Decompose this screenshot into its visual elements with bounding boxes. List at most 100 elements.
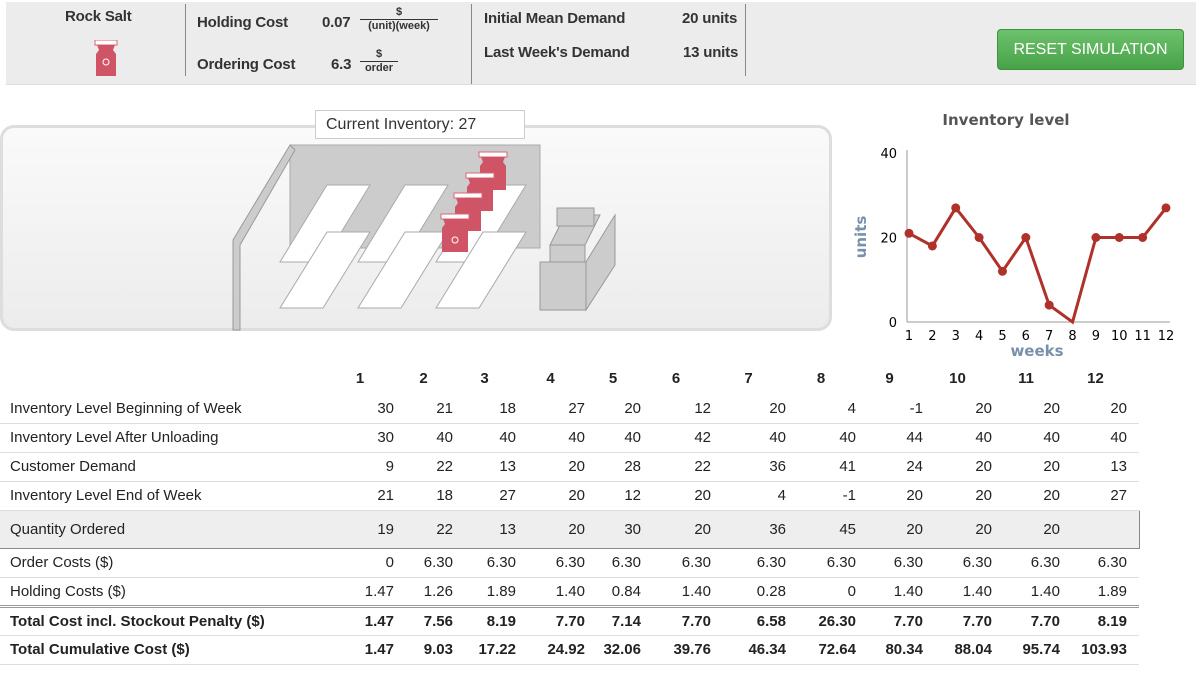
table-cell: 7.70 (645, 604, 715, 636)
table-cell: 1.89 (457, 577, 520, 607)
simulation-table: 1 2 3 4 5 6 7 8 9 10 11 12 Inventory Level Beginning… (0, 362, 1140, 665)
x-tick-label: 5 (998, 329, 1006, 344)
x-tick-label: 8 (1068, 329, 1076, 344)
unit-denominator: (unit)(week) (368, 20, 430, 32)
table-cell: 6.30 (645, 548, 715, 578)
row-label: Total Cumulative Cost ($) (0, 635, 330, 665)
table-cell: 7.56 (398, 604, 457, 636)
last-demand-value: 13 units (683, 44, 739, 61)
table-cell: -1 (790, 481, 860, 511)
reset-simulation-button[interactable]: RESET SIMULATION (997, 29, 1184, 70)
ordering-cost-label: Ordering Cost (197, 56, 296, 73)
table-cell: 30 (330, 394, 398, 424)
y-axis-label: units (852, 216, 870, 259)
x-tick-label: 3 (952, 329, 960, 344)
table-cell: 7.70 (520, 604, 589, 636)
data-point (974, 233, 984, 242)
table-cell: 24 (860, 452, 927, 482)
table-cell: 20 (645, 481, 715, 511)
table-cell: 18 (457, 394, 520, 424)
table-row: Inventory Level Beginning of Week 30 21 18 2… (0, 394, 1139, 424)
table-cell: 20 (996, 509, 1064, 549)
data-point (1161, 203, 1171, 213)
table-cell: 1.26 (398, 577, 457, 607)
row-label: Quantity Ordered (0, 509, 330, 549)
table-cell: 1.47 (330, 635, 398, 665)
table-cell: 22 (398, 452, 457, 482)
holding-cost-unit: $ (unit)(week) (360, 6, 438, 32)
header-blank (0, 362, 330, 394)
last-demand-label: Last Week's Demand (484, 44, 630, 61)
x-tick-label: 4 (975, 329, 983, 344)
table-cell: 40 (715, 423, 790, 453)
data-point (951, 203, 961, 213)
table-cell: 39.76 (645, 635, 715, 665)
table-cell: 22 (645, 452, 715, 482)
table-cell: 0.28 (715, 577, 790, 607)
week-header-row: 1 2 3 4 5 6 7 8 9 10 11 12 (0, 362, 1139, 394)
table-cell: 72.64 (790, 635, 860, 665)
x-tick-label: 2 (928, 329, 936, 344)
unit-denominator: order (364, 62, 394, 74)
table-row: Customer Demand 9 22 13 20 28 22 36 41 24 20 20 13 (0, 452, 1139, 482)
table-cell: 20 (1064, 394, 1139, 424)
table-cell: 1.40 (996, 577, 1064, 607)
holding-cost-label: Holding Cost (197, 14, 288, 31)
row-label: Inventory Level Beginning of Week (0, 394, 330, 424)
table-cell: 40 (589, 423, 645, 453)
series-line (908, 205, 1168, 325)
week-header: 4 (546, 369, 555, 387)
week-header: 8 (816, 369, 826, 387)
table-row: Total Cumulative Cost ($) 1.47 9.03 17.22 24… (0, 635, 1139, 665)
table-cell: 1.89 (1064, 577, 1139, 607)
table-cell: 1.47 (330, 604, 398, 636)
table-cell: 6.58 (715, 604, 790, 636)
row-label: Total Cost incl. Stockout Penalty ($) (0, 604, 330, 636)
table-cell: 1.40 (645, 577, 715, 607)
table-cell: 17.22 (457, 635, 520, 665)
table-cell: 6.30 (715, 548, 790, 578)
x-axis-label: weeks (1010, 342, 1063, 360)
table-cell: 6.30 (860, 548, 927, 578)
data-point (904, 228, 914, 238)
divider (745, 4, 746, 76)
row-label: Inventory Level After Unloading (0, 423, 330, 453)
table-cell: 20 (715, 394, 790, 424)
data-point (1114, 233, 1124, 242)
table-cell: 27 (1064, 481, 1139, 511)
row-label: Holding Costs ($) (0, 577, 330, 607)
table-cell: 12 (645, 394, 715, 424)
week-header: 9 (885, 369, 894, 387)
table-cell: 40 (457, 423, 520, 453)
table-cell (1064, 509, 1140, 549)
table-cell: 8.19 (1064, 604, 1139, 636)
product-name: Rock Salt (65, 8, 132, 25)
divider (471, 4, 472, 84)
week-header: 11 (1018, 369, 1034, 387)
table-row: Quantity Ordered 19 22 13 20 30 20 36 45 20 20 20 (0, 509, 1140, 549)
y-tick-label: 40 (880, 147, 897, 162)
table-cell: 21 (330, 481, 398, 511)
table-cell: 40 (927, 423, 996, 453)
table-cell: 0 (790, 577, 860, 607)
week-header: 5 (608, 369, 618, 387)
table-cell: 12 (589, 481, 645, 511)
table-cell: 20 (520, 509, 589, 549)
table-cell: -1 (860, 394, 927, 424)
week-header: 3 (480, 369, 489, 387)
week-header: 1 (355, 369, 365, 387)
table-row: Inventory Level End of Week 21 18 27 20 12 20 4… (0, 481, 1139, 511)
x-tick-label: 1 (905, 329, 913, 344)
table-cell: 36 (715, 452, 790, 482)
week-header: 6 (671, 369, 681, 387)
table-cell: 13 (457, 452, 520, 482)
table-cell: 36 (715, 509, 790, 549)
table-cell: 7.70 (860, 604, 927, 636)
table-cell: 44 (860, 423, 927, 453)
table-cell: 40 (520, 423, 589, 453)
table-row: Total Cost incl. Stockout Penalty ($) 1.4… (0, 604, 1139, 636)
table-cell: 40 (790, 423, 860, 453)
initial-demand-value: 20 units (682, 10, 738, 27)
table-cell: 26.30 (790, 604, 860, 636)
table-cell: 20 (927, 509, 996, 549)
